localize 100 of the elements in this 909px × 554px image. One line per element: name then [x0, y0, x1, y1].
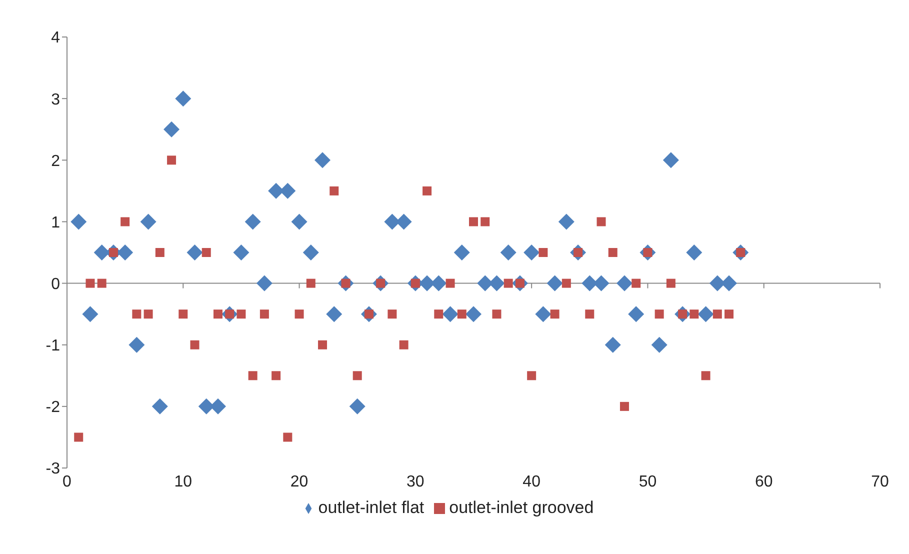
point — [709, 275, 726, 292]
point — [500, 244, 516, 260]
x-tick-label: 40 — [522, 473, 541, 490]
point — [504, 278, 513, 288]
point — [651, 336, 668, 353]
point — [632, 278, 641, 288]
point — [546, 275, 563, 292]
point — [527, 371, 536, 380]
point — [492, 310, 502, 319]
point — [349, 398, 366, 414]
point — [524, 244, 540, 260]
point — [698, 306, 714, 322]
point — [326, 306, 342, 322]
point — [712, 310, 722, 319]
y-tick-label: -3 — [46, 460, 60, 478]
point — [724, 310, 734, 319]
point — [128, 336, 145, 353]
point — [190, 340, 200, 350]
point — [272, 371, 281, 380]
legend-label: outlet-inlet grooved — [449, 498, 594, 517]
point — [686, 244, 702, 260]
point — [604, 336, 621, 353]
point — [164, 121, 180, 138]
point — [82, 306, 98, 322]
point — [175, 90, 192, 107]
y-tick-label: 4 — [51, 30, 60, 47]
point — [690, 310, 699, 319]
point — [558, 214, 574, 230]
point — [457, 310, 466, 319]
point — [198, 398, 214, 414]
legend-label: outlet-inlet flat — [318, 498, 424, 517]
x-tick-label: 0 — [62, 473, 72, 490]
point — [74, 432, 84, 442]
point — [620, 402, 629, 411]
point — [283, 432, 292, 442]
point — [399, 340, 408, 350]
point — [330, 186, 339, 196]
point — [550, 310, 560, 319]
point — [120, 217, 130, 226]
point — [294, 310, 304, 319]
point — [117, 244, 134, 260]
point — [213, 310, 222, 319]
point — [446, 278, 455, 288]
point — [562, 278, 571, 288]
point — [318, 340, 328, 350]
point — [608, 248, 618, 257]
point — [186, 244, 203, 260]
point — [654, 310, 664, 319]
point — [480, 217, 490, 226]
point — [306, 278, 316, 288]
point — [97, 278, 106, 288]
point — [94, 244, 110, 260]
x-tick-label: 60 — [754, 473, 773, 490]
y-tick-label: 0 — [51, 276, 60, 293]
point — [628, 306, 644, 322]
point — [302, 244, 319, 260]
point — [152, 398, 168, 414]
point — [291, 214, 308, 230]
point — [244, 214, 261, 230]
x-tick-label: 10 — [174, 473, 192, 490]
point — [280, 182, 296, 199]
point — [434, 310, 444, 319]
y-tick-label: -1 — [46, 338, 60, 355]
point — [535, 306, 552, 322]
x-tick-label: 50 — [638, 473, 657, 490]
point — [236, 310, 246, 319]
point — [430, 275, 447, 292]
y-tick-label: 3 — [51, 91, 60, 108]
point — [352, 371, 362, 380]
point — [442, 306, 458, 322]
point — [233, 244, 250, 260]
point — [178, 310, 188, 319]
x-tick-label: 20 — [290, 473, 308, 490]
point — [701, 371, 710, 380]
point — [256, 275, 272, 292]
point — [585, 310, 594, 319]
y-tick-label: -2 — [46, 399, 60, 416]
point — [167, 156, 176, 165]
point — [140, 214, 156, 230]
point — [314, 152, 331, 168]
point — [616, 275, 632, 292]
point — [202, 248, 211, 257]
point — [596, 217, 606, 226]
point — [721, 275, 738, 292]
point — [155, 248, 164, 257]
point — [466, 306, 482, 322]
x-tick-label: 30 — [406, 473, 424, 490]
point — [662, 152, 679, 168]
y-tick-label: 2 — [51, 152, 60, 170]
point — [469, 217, 478, 226]
point — [248, 371, 258, 380]
y-tick-label: 1 — [51, 214, 60, 232]
point — [144, 310, 153, 319]
point — [388, 310, 397, 319]
point — [86, 278, 95, 288]
x-tick-label: 70 — [871, 473, 889, 490]
point — [260, 310, 269, 319]
point — [538, 248, 548, 257]
point — [70, 214, 87, 230]
point — [666, 278, 676, 288]
